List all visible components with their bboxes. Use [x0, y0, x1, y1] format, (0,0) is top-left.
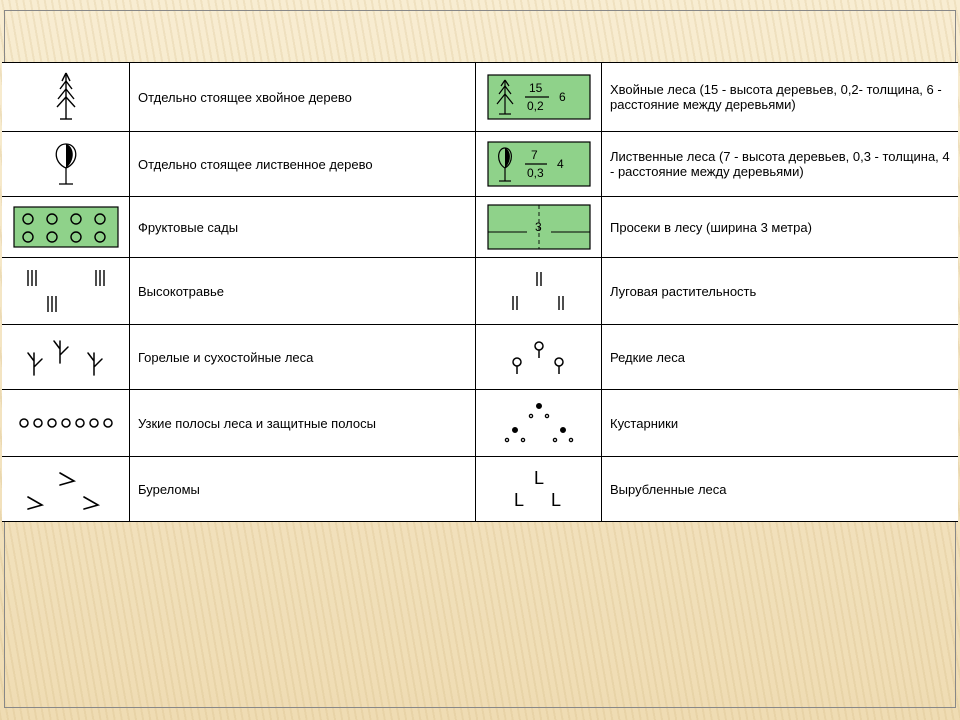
desc-left: Фруктовые сады — [130, 197, 476, 257]
desc-left: Отдельно стоящее хвойное дерево — [130, 63, 476, 131]
clearing-width: 3 — [535, 220, 542, 234]
l-glyph: L — [514, 490, 524, 510]
legend-table: Отдельно стоящее хвойное дерево 15 0,2 6… — [2, 62, 958, 522]
symbol-conifer-single — [2, 63, 130, 131]
desc-left: Узкие полосы леса и защитные полосы — [130, 390, 476, 456]
symbol-tall-grass — [2, 258, 130, 324]
table-row: Узкие полосы леса и защитные полосы Куст… — [2, 390, 958, 457]
fraction-numer: 15 — [529, 81, 543, 95]
symbol-felled-forest: L L L — [476, 457, 602, 521]
table-row: Высокотравье Луговая растительность — [2, 258, 958, 325]
table-row: Буреломы L L L Вырубленные леса — [2, 457, 958, 521]
side-num: 4 — [557, 157, 564, 171]
desc-right: Кустарники — [602, 390, 958, 456]
fraction-numer: 7 — [531, 148, 538, 162]
symbol-shrubs — [476, 390, 602, 456]
desc-right: Луговая растительность — [602, 258, 958, 324]
desc-left: Горелые и сухостойные леса — [130, 325, 476, 389]
desc-right: Лиственные леса (7 - высота деревьев, 0,… — [602, 132, 958, 196]
symbol-forest-strip — [2, 390, 130, 456]
symbol-forest-clearing: 3 — [476, 197, 602, 257]
symbol-deciduous-forest: 7 0,3 4 — [476, 132, 602, 196]
symbol-windfall — [2, 457, 130, 521]
side-num: 6 — [559, 90, 566, 104]
desc-right: Вырубленные леса — [602, 457, 958, 521]
symbol-burnt-forest — [2, 325, 130, 389]
l-glyph: L — [534, 468, 544, 488]
symbol-deciduous-single — [2, 132, 130, 196]
symbol-sparse-forest — [476, 325, 602, 389]
table-row: Фруктовые сады 3 Просеки в лесу (ширина … — [2, 197, 958, 258]
desc-left: Отдельно стоящее лиственное дерево — [130, 132, 476, 196]
desc-left: Высокотравье — [130, 258, 476, 324]
desc-right: Редкие леса — [602, 325, 958, 389]
desc-right: Просеки в лесу (ширина 3 метра) — [602, 197, 958, 257]
fraction-denom: 0,3 — [527, 166, 544, 180]
desc-left: Буреломы — [130, 457, 476, 521]
symbol-orchard — [2, 197, 130, 257]
table-row: Отдельно стоящее хвойное дерево 15 0,2 6… — [2, 63, 958, 132]
table-row: Горелые и сухостойные леса Редкие леса — [2, 325, 958, 390]
desc-right: Хвойные леса (15 - высота деревьев, 0,2-… — [602, 63, 958, 131]
table-row: Отдельно стоящее лиственное дерево 7 0,3… — [2, 132, 958, 197]
l-glyph: L — [551, 490, 561, 510]
symbol-conifer-forest: 15 0,2 6 — [476, 63, 602, 131]
symbol-meadow — [476, 258, 602, 324]
fraction-denom: 0,2 — [527, 99, 544, 113]
